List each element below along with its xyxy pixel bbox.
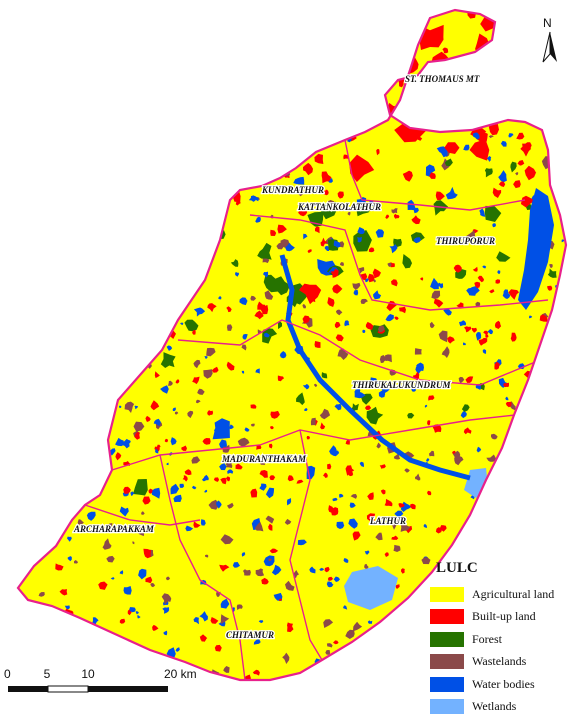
- legend-label: Wastelands: [472, 654, 526, 669]
- label-maduranthakam: MADURANTHAKAM: [221, 454, 307, 464]
- legend-item-forest: Forest: [430, 628, 570, 651]
- label-kattankolathur: KATTANKOLATHUR: [297, 202, 381, 212]
- legend-item-water-bodies: Water bodies: [430, 673, 570, 696]
- legend-label: Agricultural land: [472, 587, 554, 602]
- scale-tick-10: 10: [81, 667, 95, 681]
- legend-swatch: [430, 654, 464, 669]
- scale-bar: 0 5 10 20 km: [0, 662, 210, 707]
- legend-item-built-up: Built-up land: [430, 606, 570, 629]
- label-kundrathur: KUNDRATHUR: [261, 185, 324, 195]
- scale-segment: [48, 686, 88, 692]
- legend-swatch: [430, 699, 464, 714]
- scale-segment: [88, 686, 168, 692]
- legend: LULC Agricultural land Built-up land For…: [430, 560, 570, 718]
- north-arrow-icon: [538, 18, 562, 66]
- legend-label: Wetlands: [472, 699, 516, 714]
- label-archarapakkam: ARCHARAPAKKAM: [73, 524, 155, 534]
- label-st-thomaus-mt: ST. THOMAUS MT: [405, 74, 480, 84]
- legend-item-agricultural: Agricultural land: [430, 583, 570, 606]
- scale-tick-20: 20 km: [164, 667, 197, 681]
- legend-label: Built-up land: [472, 609, 536, 624]
- legend-label: Water bodies: [472, 677, 535, 692]
- legend-swatch: [430, 587, 464, 602]
- legend-swatch: [430, 632, 464, 647]
- legend-swatch: [430, 677, 464, 692]
- legend-item-wetlands: Wetlands: [430, 696, 570, 718]
- legend-label: Forest: [472, 632, 502, 647]
- water-body-patch: [124, 586, 132, 595]
- scale-tick-5: 5: [44, 667, 51, 681]
- legend-item-wastelands: Wastelands: [430, 651, 570, 674]
- scale-tick-0: 0: [4, 667, 11, 681]
- label-thirukalukundrum: THIRUKALUKUNDRUM: [352, 380, 452, 390]
- legend-title: LULC: [436, 560, 570, 577]
- label-lathur: LATHUR: [369, 516, 406, 526]
- label-thiruporur: THIRUPORUR: [436, 236, 495, 246]
- label-chitamur: CHITAMUR: [226, 630, 274, 640]
- legend-swatch: [430, 609, 464, 624]
- north-arrow: N: [538, 18, 562, 66]
- scale-segment: [8, 686, 48, 692]
